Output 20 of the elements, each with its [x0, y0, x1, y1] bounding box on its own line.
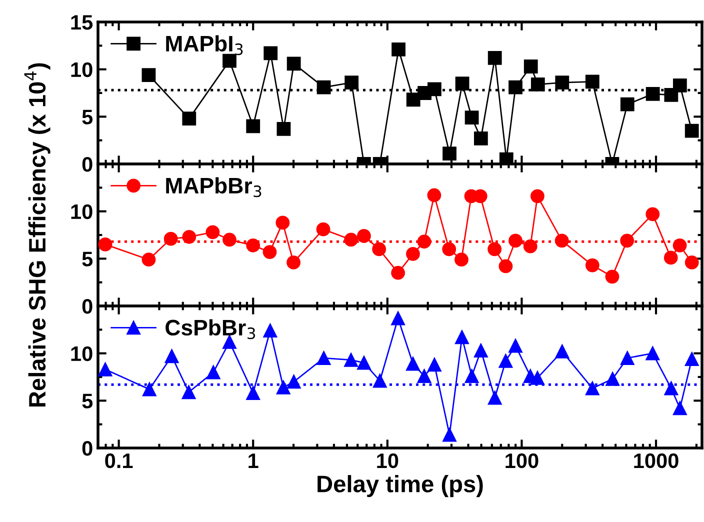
legend-label: MAPbBr$_{3}$ [166, 177, 262, 198]
y-tick-label: 15 [71, 15, 93, 30]
y-tick-label: 0 [82, 299, 92, 314]
x-tick-label: 10 [377, 453, 398, 468]
y-axis-title: Relative SHG Efficiency (x 10$^{4}$) [24, 63, 50, 406]
y-tick-label: 10 [71, 62, 92, 78]
y-tick-label: 10 [71, 204, 92, 220]
y-tick-label: 5 [82, 110, 93, 124]
legend-label: MAPbI$_{3}$ [166, 35, 243, 56]
y-tick-label: 0 [82, 441, 92, 456]
legend-label: CsPbBr$_{3}$ [166, 319, 256, 340]
x-tick-label: 0.1 [105, 453, 133, 468]
x-tick-label: 100 [506, 453, 538, 468]
y-tick-label: 0 [82, 157, 92, 172]
y-tick-label: 5 [82, 252, 93, 266]
x-tick-label: 1 [248, 454, 258, 468]
y-tick-label: 5 [82, 394, 93, 408]
x-tick-label: 1000 [634, 453, 678, 468]
x-axis-title: Delay time (ps) [318, 475, 483, 498]
y-tick-label: 10 [71, 346, 92, 362]
